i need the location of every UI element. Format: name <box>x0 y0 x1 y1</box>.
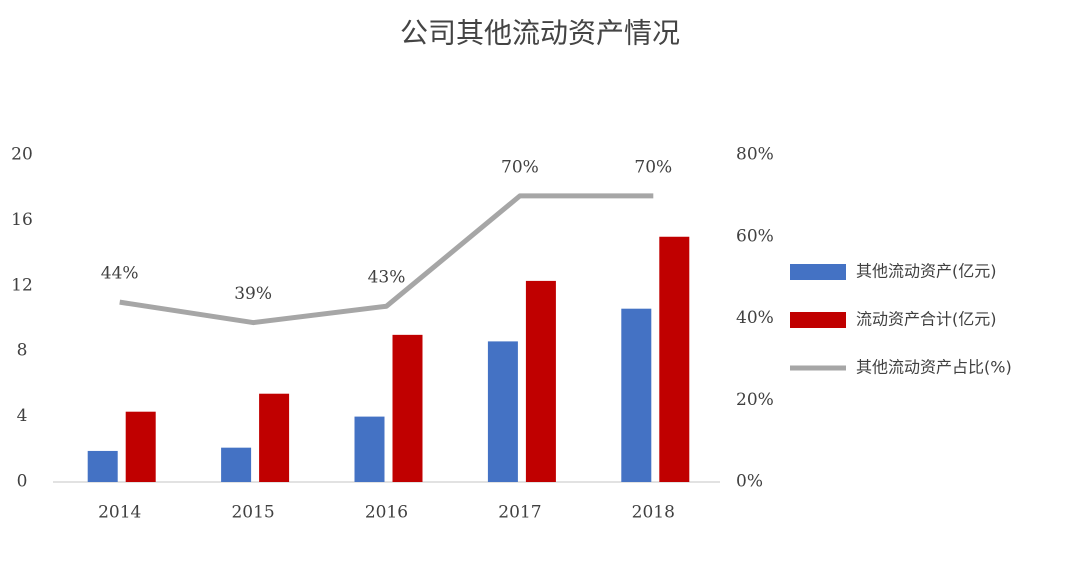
x-tick-label: 2017 <box>498 503 541 523</box>
y2-tick-label: 0% <box>736 472 763 492</box>
data-label: 70% <box>501 157 539 177</box>
y2-tick-label: 40% <box>736 308 774 328</box>
y2-tick-label: 20% <box>736 390 774 410</box>
legend-swatch <box>790 312 846 328</box>
y-tick-label: 0 <box>17 472 28 492</box>
data-label: 39% <box>234 284 272 304</box>
bar <box>259 393 290 482</box>
bar <box>354 416 385 482</box>
y2-tick-label: 60% <box>736 226 774 246</box>
x-tick-label: 2015 <box>231 503 274 523</box>
legend: 其他流动资产(亿元) 流动资产合计(亿元) 其他流动资产占比(%) <box>790 262 1012 377</box>
x-tick-label: 2018 <box>632 503 675 523</box>
data-label: 43% <box>368 268 406 288</box>
legend-label: 流动资产合计(亿元) <box>856 310 997 329</box>
y-tick-label: 4 <box>17 406 28 426</box>
legend-swatch <box>790 264 846 280</box>
y-tick-label: 12 <box>11 275 33 295</box>
x-tick-label: 2016 <box>365 503 408 523</box>
legend-label: 其他流动资产(亿元) <box>856 262 997 281</box>
data-label: 44% <box>101 264 139 284</box>
legend-label: 其他流动资产占比(%) <box>856 358 1012 377</box>
chart-title: 公司其他流动资产情况 <box>400 17 680 50</box>
y-tick-label: 20 <box>11 145 33 165</box>
bar <box>221 447 252 482</box>
bar <box>125 411 156 482</box>
bar <box>659 236 690 482</box>
bar <box>525 280 556 482</box>
bar <box>621 308 652 482</box>
line <box>119 193 654 326</box>
data-label: 70% <box>634 157 672 177</box>
bar <box>487 341 518 482</box>
y-tick-label: 8 <box>17 341 28 361</box>
bar <box>392 334 423 482</box>
x-tick-label: 2014 <box>98 503 141 523</box>
y-tick-label: 16 <box>11 210 33 230</box>
bar <box>87 450 118 482</box>
y2-tick-label: 80% <box>736 145 774 165</box>
